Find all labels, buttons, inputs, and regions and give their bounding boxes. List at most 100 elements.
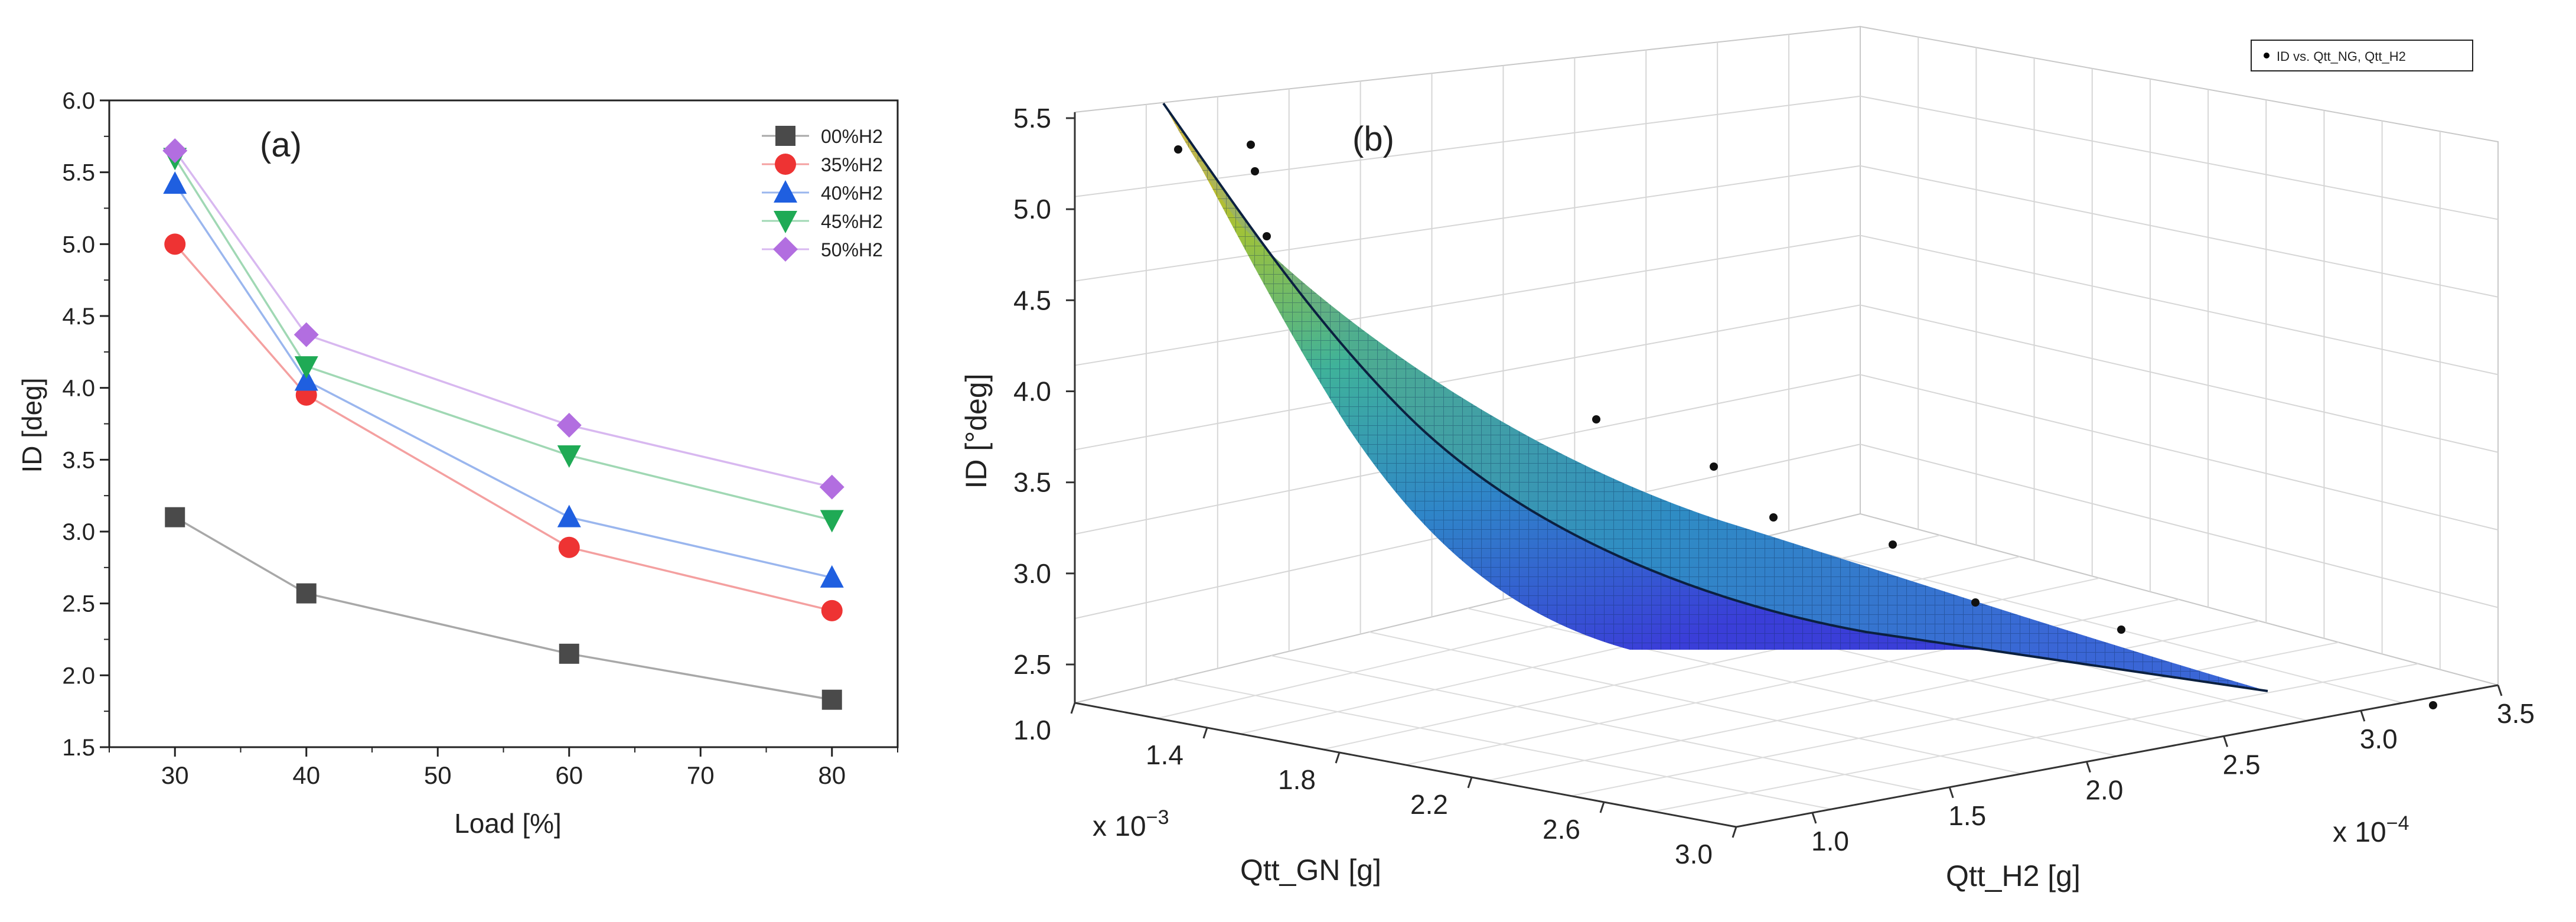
x-multiplier-exponent: −3	[1146, 806, 1169, 829]
legend-label-b: ID vs. Qtt_NG, Qtt_H2	[2277, 49, 2406, 64]
point-marker-square	[165, 507, 185, 527]
point-marker-square	[559, 643, 579, 664]
y-tick-label-b: 3.0	[2360, 724, 2398, 754]
grid-line-left-h	[1074, 304, 1861, 451]
y-tick-b	[2497, 685, 2503, 696]
point-marker-triangle-down	[774, 211, 797, 233]
point-marker-triangle-down	[294, 356, 318, 379]
grid-line-right-h	[1860, 95, 2499, 220]
y-tick-b	[1948, 787, 1954, 799]
y-axis-line	[1736, 684, 2499, 828]
legend-box-b	[2251, 40, 2473, 71]
scatter-point-b	[2429, 701, 2437, 709]
tick-group-a: 30 40 50 60 70 80 1.5 2.0 2.5 3.0 3.5 4.0 4.5 5.0 5.5 6…	[62, 88, 898, 789]
z-tick-label-b: 4.5	[1013, 285, 1051, 315]
x-tick-label-b: 1.0	[1013, 715, 1051, 745]
grid-line-floor	[1488, 620, 2259, 781]
x-multiplier-base: x 10	[1093, 811, 1146, 842]
grid-group-b	[1074, 25, 2499, 828]
y-tick-b	[2223, 735, 2229, 747]
y-tick-label-a: 4.5	[62, 304, 95, 330]
y-tick-b	[2085, 761, 2091, 773]
x-tick-label-b: 2.2	[1410, 789, 1448, 820]
chart-a-svg: (a) Load [%] ID [deg] 30 40 50 60 70 80 1.5 2.0…	[17, 88, 899, 839]
point-marker-diamond	[773, 237, 798, 262]
y-tick-label-a: 2.0	[62, 663, 95, 689]
y-tick-label-a: 3.5	[62, 447, 95, 473]
scatter-points-b	[1174, 141, 2437, 709]
y-tick-label-a: 2.5	[62, 591, 95, 617]
grid-line-left-h	[1074, 95, 1861, 197]
x-tick-b	[1070, 702, 1076, 714]
legend-label-a: 50%H2	[821, 239, 883, 260]
series-line-45%H2	[174, 157, 833, 522]
panel-label-b: (b)	[1352, 120, 1394, 158]
series-line-00%H2	[174, 516, 833, 701]
point-marker-square	[296, 583, 317, 604]
point-marker-circle	[558, 536, 580, 558]
grid-line-right-h	[1860, 374, 2499, 531]
x-multiplier-b: x 10−3	[1093, 806, 1169, 842]
x-tick-label-a: 70	[687, 761, 715, 789]
point-marker-diamond	[162, 138, 188, 164]
point-marker-triangle-down	[820, 510, 844, 533]
scatter-point-b	[1251, 167, 1259, 175]
point-marker-circle	[775, 154, 796, 175]
grid-line-right-h	[1860, 444, 2499, 608]
scatter-point-b	[2117, 625, 2125, 634]
x-tick-label-b: 2.6	[1543, 814, 1580, 845]
y-axis-label-b: Qtt_H2 [g]	[1946, 859, 2081, 892]
x-tick-b	[1467, 777, 1473, 789]
point-marker-circle	[821, 600, 843, 621]
point-marker-triangle-up	[163, 171, 187, 194]
y-tick-label-b: 3.5	[2497, 698, 2535, 729]
grid-line-left-h	[1074, 165, 1861, 282]
point-marker-triangle-up	[820, 565, 844, 588]
point-marker-triangle-up	[294, 368, 318, 391]
y-tick-label-a: 5.0	[62, 232, 95, 258]
series-group-a	[162, 138, 844, 710]
y-multiplier-exponent: −4	[2386, 812, 2409, 835]
scatter-point-b	[1263, 232, 1271, 240]
series-line-50%H2	[174, 150, 833, 488]
scatter-point-b	[1174, 145, 1182, 154]
x-tick-label-a: 80	[818, 761, 846, 789]
z-axis-label-b: ID [°deg]	[960, 373, 993, 488]
z-tick-label-b: 4.0	[1013, 376, 1051, 407]
x-tick-b	[1732, 826, 1737, 838]
scatter-point-b	[1971, 598, 1980, 607]
series-line-40%H2	[174, 183, 833, 579]
y-tick-label-b: 1.5	[1948, 800, 1986, 831]
grid-line-right-h	[1860, 234, 2499, 376]
chart-b-svg: (b) ID [°deg] Qtt_GN [g] Qtt_H2 [g] x 10…	[960, 25, 2535, 892]
grid-line-floor	[1570, 641, 2339, 797]
z-tick-label-b: 3.0	[1013, 558, 1051, 589]
z-tick-label-b: 5.5	[1013, 103, 1051, 133]
legend-b: ID vs. Qtt_NG, Qtt_H2	[2251, 40, 2473, 71]
y-tick-label-a: 5.5	[62, 160, 95, 186]
x-tick-label-b: 1.8	[1278, 764, 1316, 795]
scatter-point-b	[1247, 141, 1255, 149]
z-tick-label-b: 2.5	[1013, 649, 1051, 680]
scatter-point-b	[1889, 540, 1897, 549]
legend-label-a: 45%H2	[821, 211, 883, 232]
scatter-point-b	[1592, 415, 1600, 423]
y-multiplier-base: x 10	[2333, 817, 2386, 848]
surface-top-mesh	[1163, 103, 2268, 691]
x-tick-b	[1599, 802, 1605, 813]
z-tick-label-b: 5.0	[1013, 194, 1051, 224]
x-axis-label-a: Load [%]	[454, 808, 562, 839]
point-marker-square	[821, 689, 842, 710]
y-axis-label-a: ID [deg]	[17, 377, 47, 473]
legend-label-a: 40%H2	[821, 183, 883, 204]
point-marker-square	[775, 126, 795, 146]
x-tick-label-a: 60	[555, 761, 583, 789]
grid-line-left-h	[1074, 234, 1861, 366]
x-tick-b	[1335, 752, 1341, 764]
grid-line-right-h	[1860, 165, 2499, 298]
tick-group-b: 2.5 3.0 3.5 4.0 4.5 5.0 5.5 1.0 1.4 1.8 2.2 2.6 3.0 1…	[1013, 103, 2535, 869]
point-marker-triangle-down	[557, 445, 581, 468]
legend-label-a: 00%H2	[821, 126, 883, 147]
panel-label-a: (a)	[260, 126, 302, 164]
scatter-point-b	[1769, 513, 1778, 522]
